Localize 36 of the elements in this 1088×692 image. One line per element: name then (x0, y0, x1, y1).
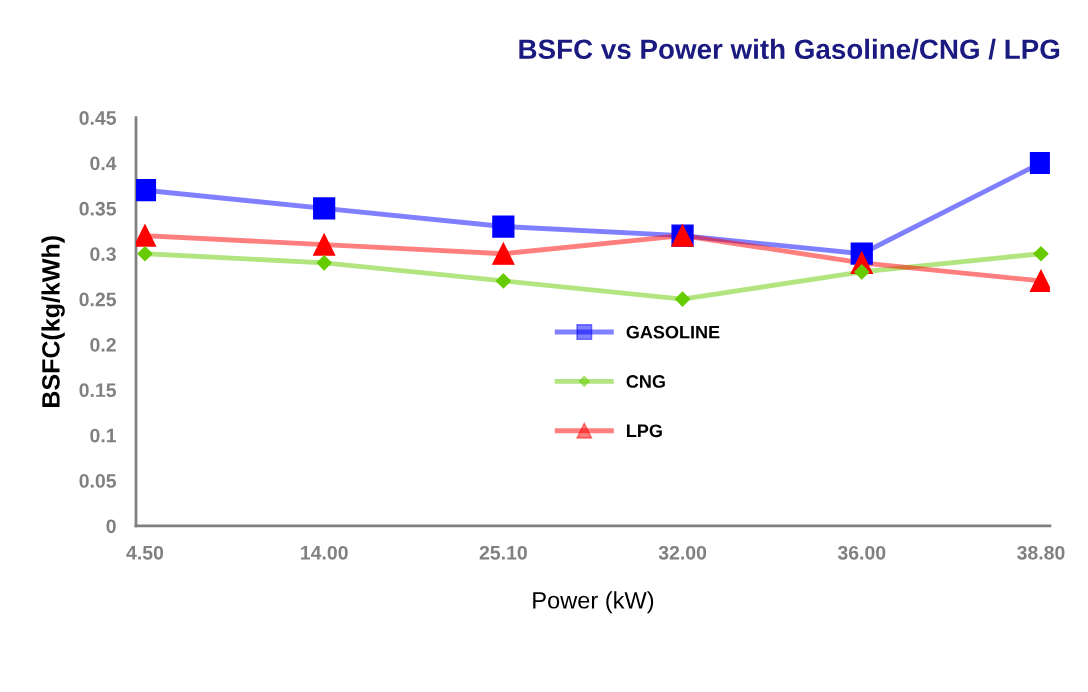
y-tick-label: 0.4 (90, 156, 117, 171)
y-tick-label: 0.05 (79, 474, 117, 488)
y-tick-label: 0.45 (79, 111, 117, 125)
x-tick-label: 4.50 (126, 545, 164, 560)
x-tick-label: 32.00 (658, 545, 707, 560)
y-tick-label: 0.2 (90, 337, 116, 352)
legend-label: GASOLINE (626, 325, 720, 339)
point (313, 197, 336, 220)
y-tick-label: 0.3 (90, 247, 116, 261)
point (495, 273, 511, 289)
legend-label: LPG (627, 424, 662, 438)
point (854, 264, 870, 280)
y-axis-title: BSFC(kg/kWh) (41, 236, 65, 407)
x-axis-title: Power (kW) (533, 591, 654, 614)
point (136, 224, 157, 247)
point (492, 215, 515, 238)
point (674, 291, 691, 307)
point (492, 242, 515, 265)
y-tick-label: 0.15 (79, 383, 117, 398)
point (137, 246, 153, 262)
point (136, 179, 157, 202)
x-tick-label: 38.80 (1017, 545, 1065, 560)
point (316, 255, 332, 271)
y-tick-label: 0.35 (79, 201, 117, 216)
point (313, 233, 336, 256)
point (1029, 151, 1050, 175)
point (1033, 246, 1049, 262)
x-tick-label: 36.00 (837, 545, 886, 560)
legend-label: CNG (626, 375, 665, 388)
x-tick-label: 25.10 (479, 545, 527, 560)
y-tick-label: 0 (106, 519, 116, 534)
x-tick-label: 14.00 (301, 545, 348, 560)
y-tick-label: 0.1 (90, 428, 117, 443)
y-tick-label: 0.25 (79, 292, 117, 307)
point (1029, 269, 1050, 293)
chart-title: BSFC vs Power with Gasoline/CNG / LPG (519, 38, 1060, 60)
